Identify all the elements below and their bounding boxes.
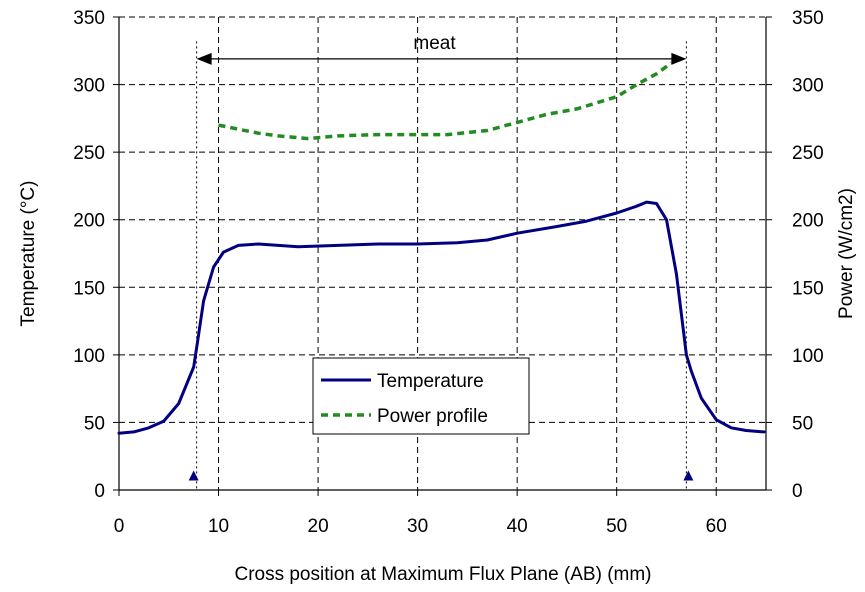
y-tick-label: 200: [73, 211, 105, 232]
y2-tick-label: 100: [792, 346, 824, 367]
x-tick-label: 40: [507, 516, 528, 537]
series-line-temperature: [117, 200, 766, 435]
boundary-marker-triangle: [683, 470, 694, 481]
series-lines: [117, 61, 766, 435]
tick-labels: 0 10 20 30 40 50 60 0 50 100 150 200 250 300 350 0 50 100…: [73, 8, 823, 537]
legend-label-temperature: Temperature: [377, 371, 484, 392]
x-tick-label: 0: [114, 516, 125, 537]
y-tick-label: 50: [84, 413, 105, 434]
y2-tick-label: 150: [792, 278, 824, 299]
meat-span-arrowhead-left: [196, 52, 212, 65]
x-tick-label: 10: [208, 516, 229, 537]
y-tick-label: 0: [94, 481, 105, 502]
y2-tick-label: 200: [792, 211, 824, 232]
x-tick-label: 20: [308, 516, 329, 537]
y-tick-label: 100: [73, 346, 105, 367]
y2-tick-label: 0: [792, 481, 803, 502]
meat-span-label: meat: [413, 33, 456, 54]
y-tick-label: 300: [73, 76, 105, 97]
series-line-power-profile: [218, 61, 673, 141]
y2-tick-label: 350: [792, 8, 824, 29]
x-tick-label: 30: [407, 516, 428, 537]
boundary-marker-triangle: [188, 470, 199, 481]
y2-tick-label: 250: [792, 143, 824, 164]
annotations: [188, 52, 694, 481]
y2-axis-title: Power (W/cm2): [836, 188, 857, 319]
meat-span-arrowhead-right: [671, 52, 687, 65]
legend: Temperature Power profile: [312, 357, 530, 435]
legend-label-power-profile: Power profile: [377, 406, 488, 427]
y2-tick-label: 300: [792, 76, 824, 97]
y-tick-label: 250: [73, 143, 105, 164]
x-axis-title: Cross position at Maximum Flux Plane (AB…: [234, 564, 651, 585]
x-tick-label: 50: [606, 516, 627, 537]
legend-box: [312, 357, 530, 435]
y-tick-label: 350: [73, 8, 105, 29]
y-axis-title: Temperature (°C): [18, 181, 39, 327]
axes: [113, 16, 772, 496]
x-tick-label: 60: [706, 516, 727, 537]
y-tick-label: 150: [73, 278, 105, 299]
y2-tick-label: 50: [792, 413, 813, 434]
